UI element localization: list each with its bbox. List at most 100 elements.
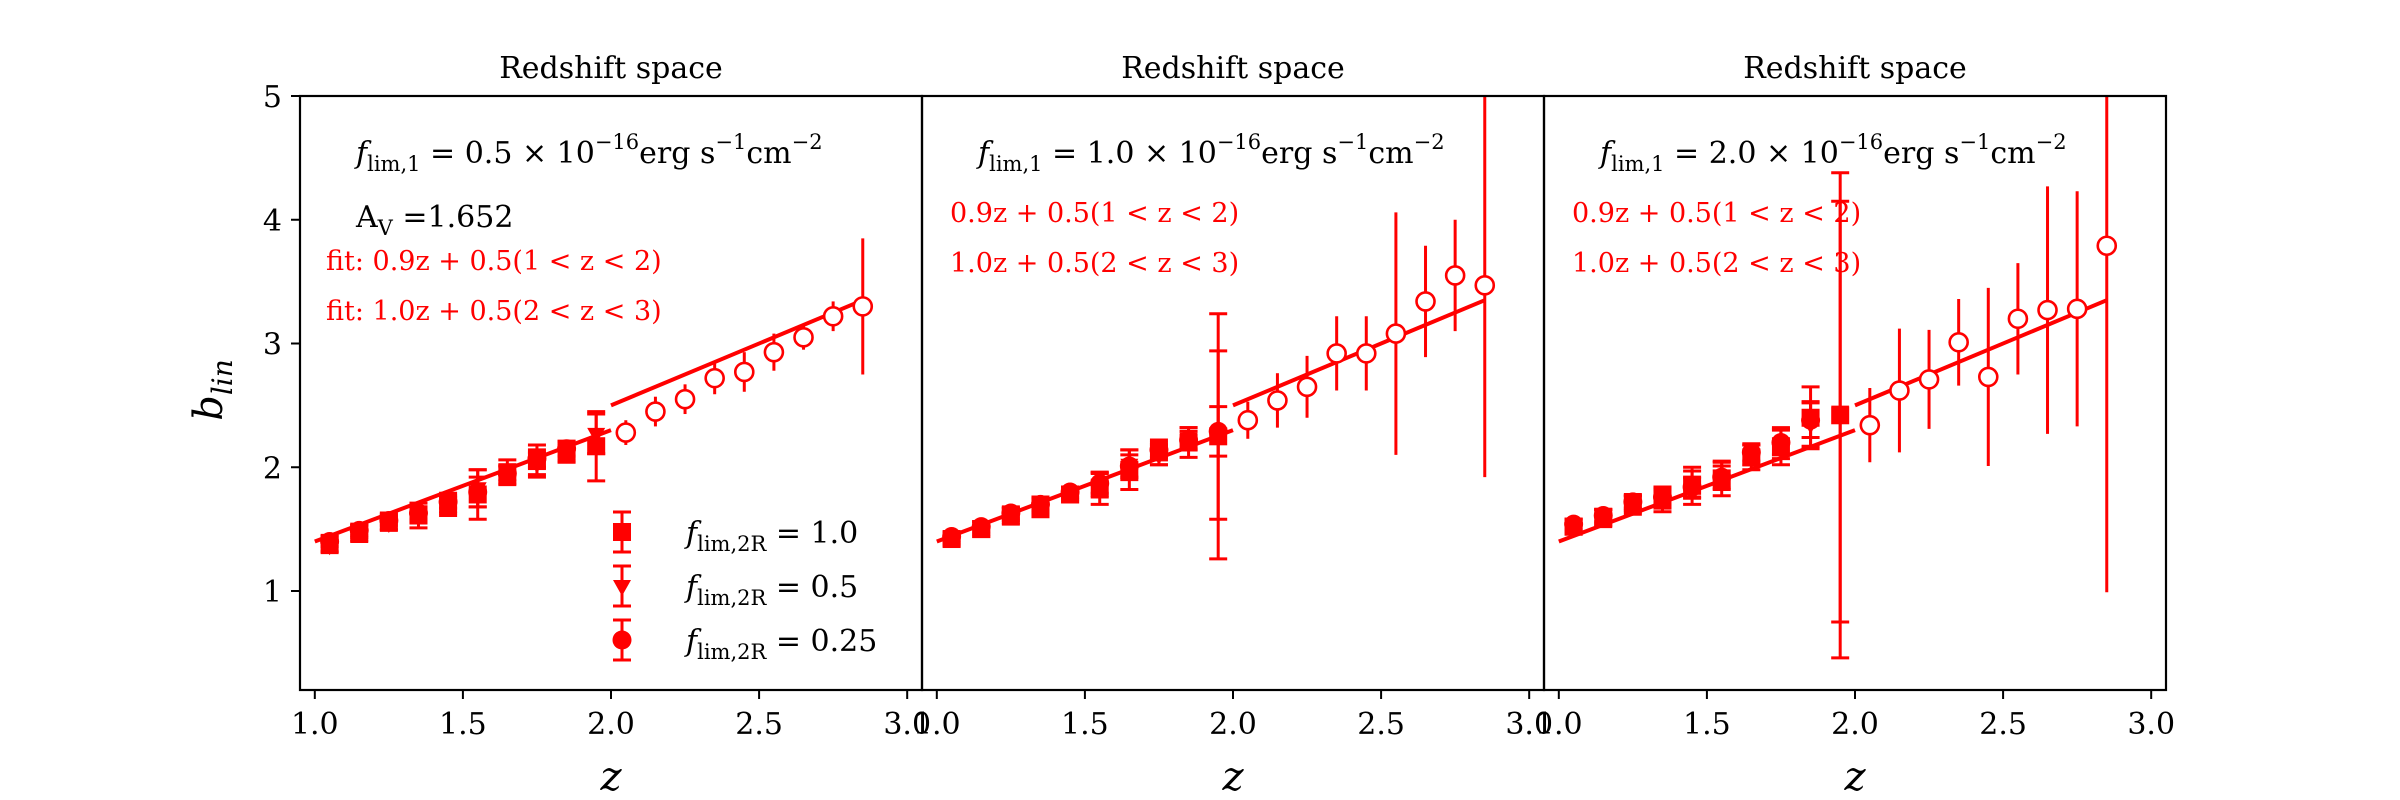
data-point xyxy=(1326,343,1347,364)
data-point xyxy=(1741,442,1761,462)
flux-value: = 0.5 × 10 xyxy=(421,136,595,171)
data-point xyxy=(1267,390,1288,411)
series-circle xyxy=(320,439,577,551)
data-point xyxy=(704,367,725,389)
legend-label: flim,2R = 0.5 xyxy=(684,570,858,610)
flux-unit-exp1: −1 xyxy=(1959,130,1990,154)
data-point xyxy=(1831,405,1850,422)
flux-unit-exp1: −1 xyxy=(715,130,746,154)
flux-label: flim,1 = 1.0 × 10−16erg s−1cm−2 xyxy=(976,130,1445,176)
data-point xyxy=(793,327,814,348)
data-point xyxy=(1623,492,1643,512)
flux-label: flim,1 = 0.5 × 10−16erg s−1cm−2 xyxy=(354,130,823,176)
y-axis-label: blin xyxy=(186,359,239,421)
flux-exp: −16 xyxy=(595,130,639,154)
data-point xyxy=(2066,298,2088,320)
data-point xyxy=(822,305,844,327)
data-point xyxy=(852,296,874,317)
data-point xyxy=(674,388,696,410)
flux-unit: erg s xyxy=(1261,136,1337,171)
data-point xyxy=(1474,275,1496,296)
flux-unit-exp1: −1 xyxy=(1337,130,1368,154)
av-label: AV =1.652 xyxy=(355,200,513,240)
data-point xyxy=(497,463,517,483)
y-tick-label: 2 xyxy=(263,451,282,486)
x-tick-label: 2.0 xyxy=(587,707,635,742)
data-point xyxy=(1444,265,1466,286)
series-open-circle xyxy=(1859,96,2118,593)
flux-exp: −16 xyxy=(1217,130,1261,154)
x-tick-label: 2.0 xyxy=(1209,707,1257,742)
data-point xyxy=(645,401,666,422)
legend-sub: lim,2R xyxy=(697,532,767,556)
flux-unit-exp2: −2 xyxy=(1414,130,1445,154)
flux-unit2: cm xyxy=(1368,136,1413,171)
legend-sub: lim,2R xyxy=(697,586,767,610)
data-point xyxy=(1090,473,1110,493)
flux-unit: erg s xyxy=(639,136,715,171)
y-tick-label: 1 xyxy=(263,575,282,610)
flux-unit: erg s xyxy=(1883,136,1959,171)
flux-value: = 2.0 × 10 xyxy=(1665,136,1839,171)
series-circle xyxy=(942,405,1228,547)
data-point xyxy=(320,532,340,551)
data-point xyxy=(1179,430,1199,450)
data-point xyxy=(1001,503,1021,523)
data-point xyxy=(1296,376,1318,398)
fit-label: fit: 0.9z + 0.5(1 < z < 2) xyxy=(326,246,662,277)
x-tick-label: 3.0 xyxy=(2127,707,2175,742)
data-point xyxy=(408,503,428,523)
av-sub: V xyxy=(377,216,394,240)
flux-sub: lim,1 xyxy=(989,152,1042,176)
data-point xyxy=(1030,494,1050,514)
data-point xyxy=(438,492,458,512)
legend-value: = 1.0 xyxy=(766,516,858,551)
y-tick-label: 4 xyxy=(263,204,282,239)
data-point xyxy=(1415,291,1436,312)
x-tick-label: 3.0 xyxy=(1505,707,1553,742)
panel-title: Redshift space xyxy=(499,51,723,86)
y-tick-label: 5 xyxy=(263,80,282,115)
x-axis-label: z xyxy=(1221,754,1244,800)
flux-sub: lim,1 xyxy=(1611,152,1664,176)
legend: flim,2R = 1.0 flim,2R = 0.5 flim,2R = 0.25 xyxy=(612,510,877,664)
legend-label: flim,2R = 0.25 xyxy=(684,624,877,664)
data-point xyxy=(1801,410,1821,430)
flux-unit2: cm xyxy=(746,136,791,171)
panel-frame xyxy=(920,94,1546,692)
fit-line xyxy=(610,298,864,408)
data-point xyxy=(2007,308,2029,330)
panel-1: Redshift space 1.0 1.5 2.0 2.5 3.0 z 1 2 3 4 5 flim,… xyxy=(263,51,931,800)
data-point xyxy=(527,449,547,469)
panel-frame xyxy=(1542,94,2168,692)
flux-value: = 1.0 × 10 xyxy=(1043,136,1217,171)
data-point xyxy=(733,361,755,383)
data-point xyxy=(557,439,577,459)
data-point xyxy=(1564,514,1584,534)
data-point xyxy=(1889,380,1910,401)
data-point xyxy=(763,341,785,363)
legend-entry-tri: flim,2R = 0.5 xyxy=(613,564,858,610)
legend-marker xyxy=(612,630,632,650)
legend-entry-dot: flim,2R = 0.25 xyxy=(612,618,877,664)
x-tick-label: 2.5 xyxy=(735,707,783,742)
flux-unit2: cm xyxy=(1990,136,2035,171)
x-axis-label: z xyxy=(599,754,622,800)
x-axis-label: z xyxy=(1843,754,1866,800)
fit-label: 1.0z + 0.5(2 < z < 3) xyxy=(950,248,1239,279)
data-point xyxy=(971,517,991,537)
plot-area xyxy=(1558,96,2118,660)
x-tick-label: 1.0 xyxy=(913,707,961,742)
data-point xyxy=(1652,487,1672,507)
data-point xyxy=(349,520,369,540)
legend-sub: lim,2R xyxy=(697,640,767,664)
legend-marker xyxy=(613,523,631,541)
data-point xyxy=(468,482,488,502)
data-point xyxy=(1948,331,1969,353)
fit-label: fit: 1.0z + 0.5(2 < z < 3) xyxy=(326,296,662,327)
legend-value: = 0.5 xyxy=(766,570,858,605)
data-point xyxy=(1859,414,1881,436)
